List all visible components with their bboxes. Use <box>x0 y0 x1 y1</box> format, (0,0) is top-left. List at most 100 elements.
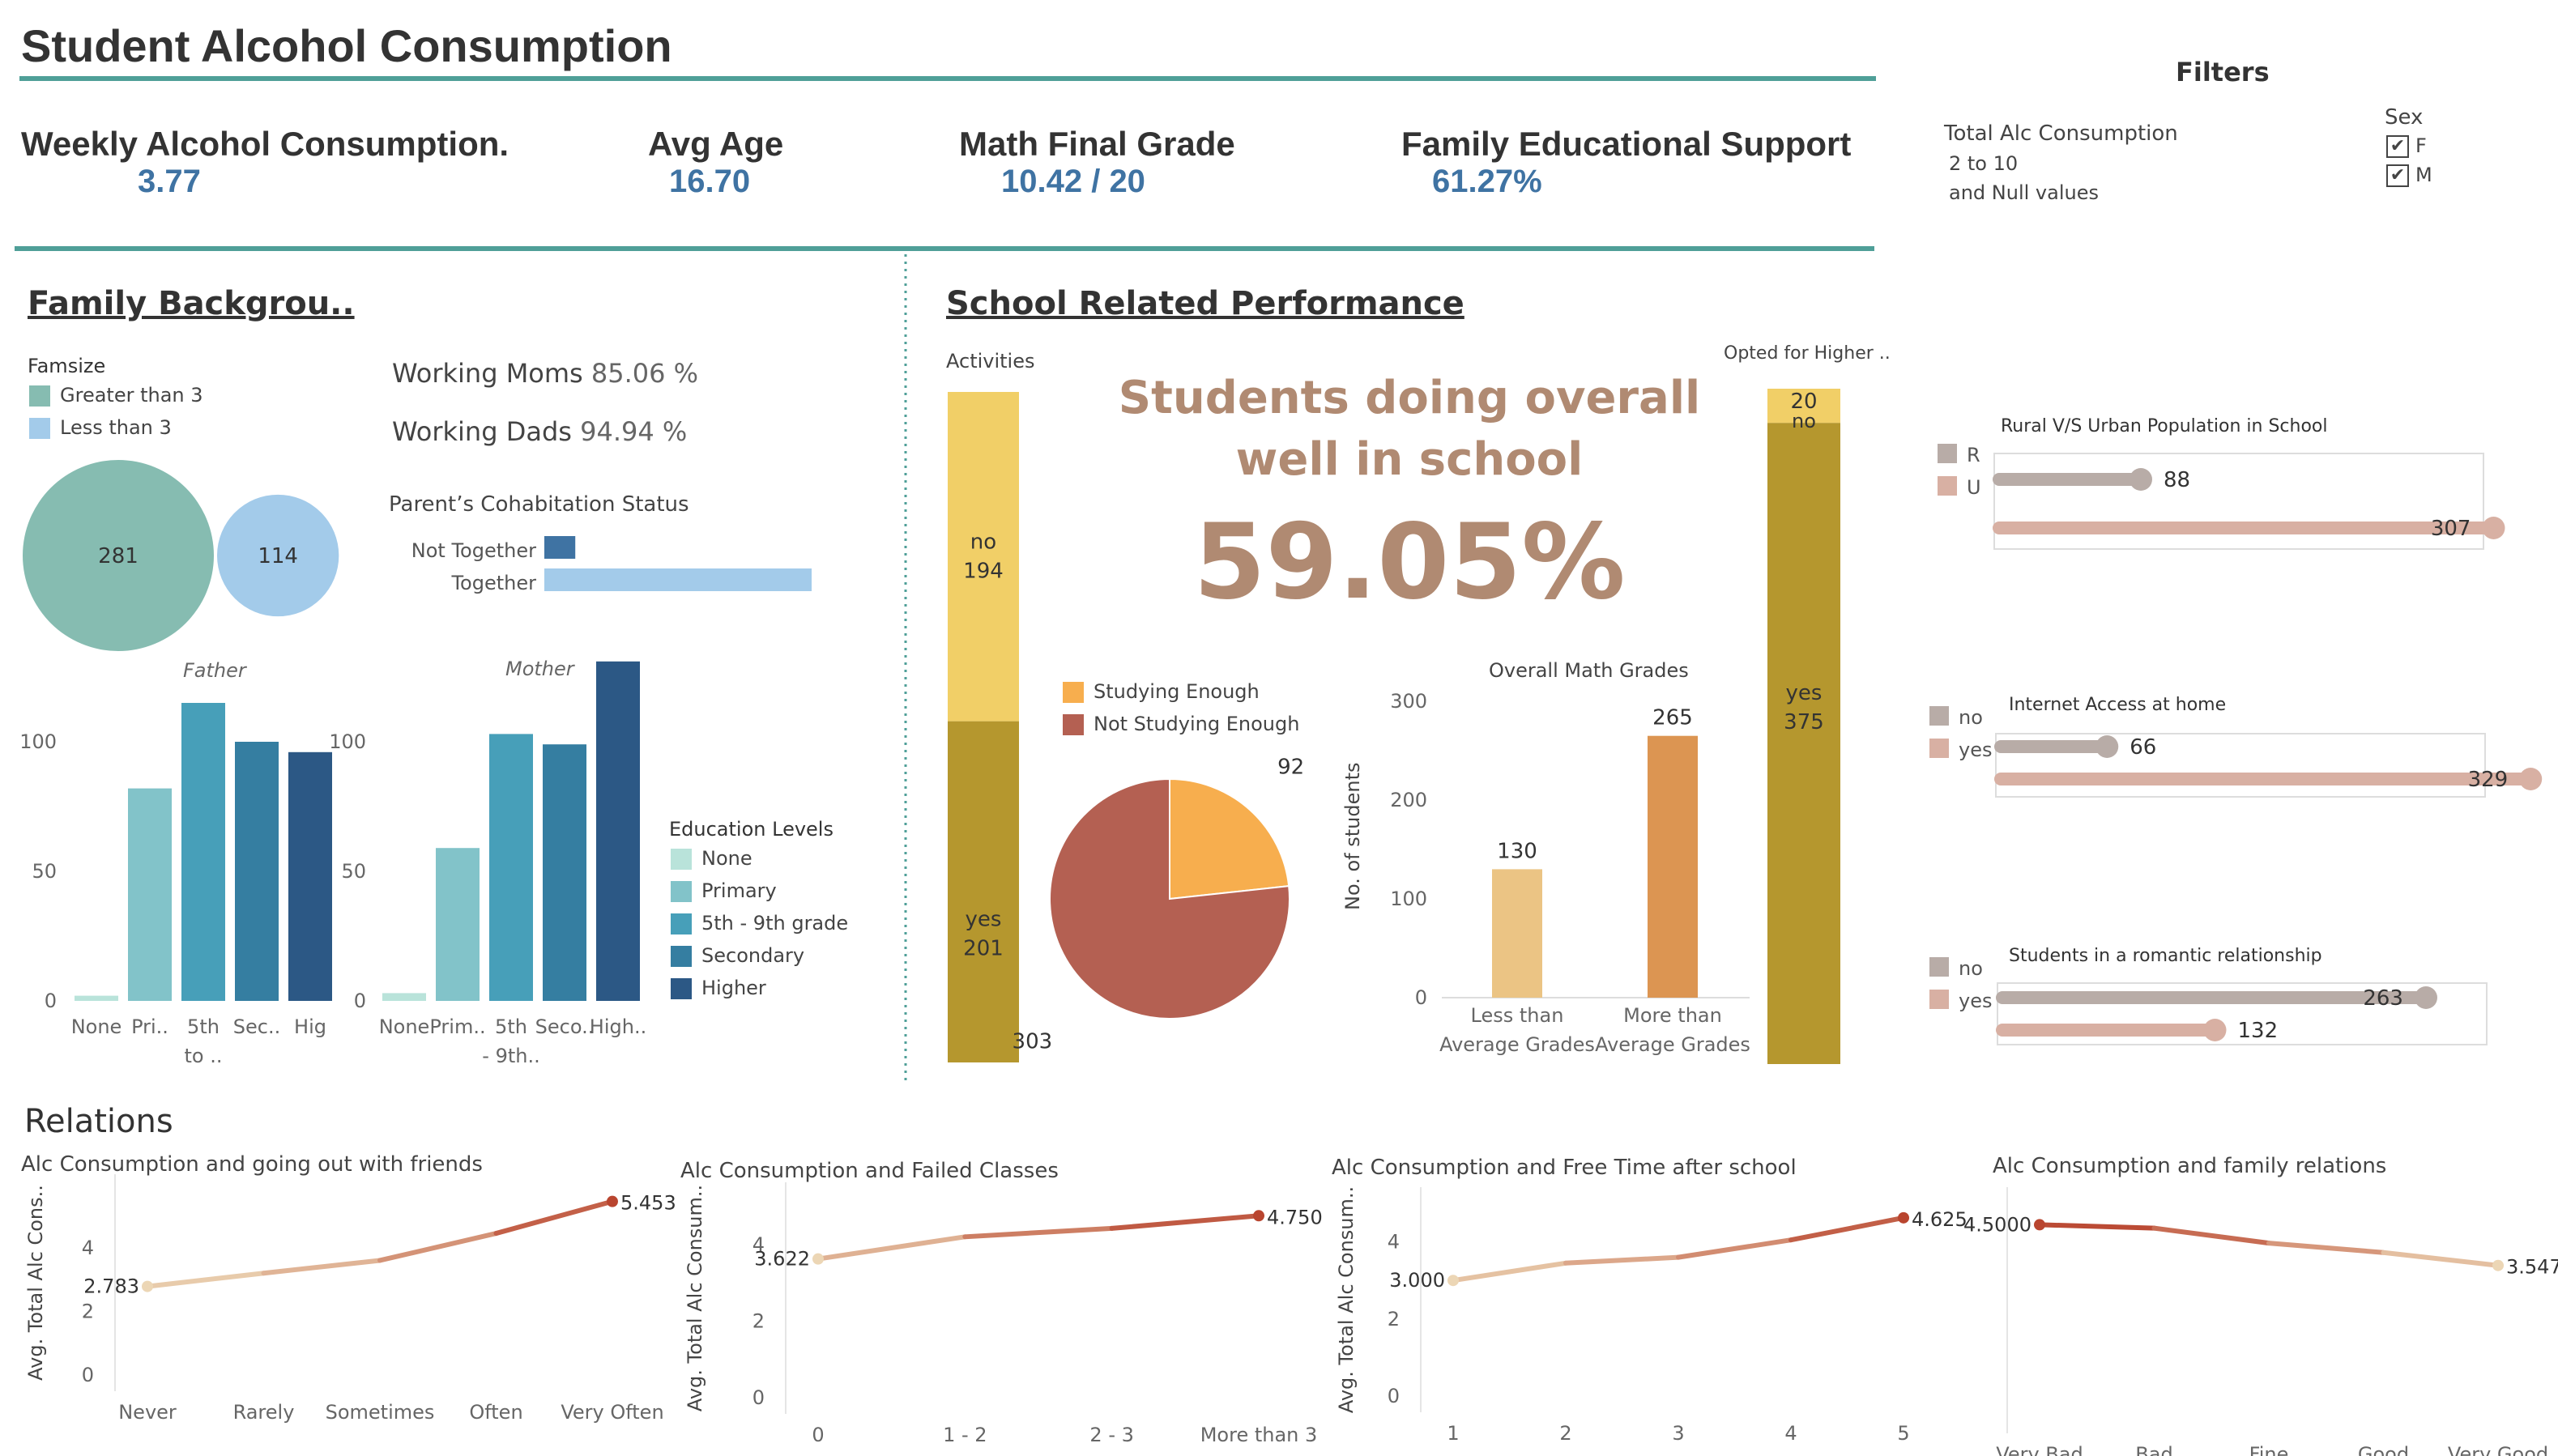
famsize-value-greater: 281 <box>98 544 139 568</box>
failures-ylabel: Avg. Total Alc Consum.. <box>684 1185 706 1411</box>
failures-ytick: 2 <box>752 1309 765 1332</box>
goout-end-label: 5.453 <box>620 1192 676 1215</box>
failures-end-point <box>1253 1210 1264 1222</box>
famsize-legend-greater: Greater than 3 <box>29 379 203 411</box>
mother-education-chart: 0 50 100 None Prim.. 5th - 9th.. Seco..High.. <box>329 661 646 1067</box>
working-dads: Working Dads 94.94 % <box>392 416 687 447</box>
romantic-title: Students in a romantic relationship <box>2009 946 2322 966</box>
internet-chart: no yes 66 329 <box>1929 706 2543 798</box>
freetime-segment <box>1676 1237 1793 1260</box>
mother-education-xtick: - 9th.. <box>482 1045 539 1067</box>
freetime-xtick: 5 <box>1897 1422 1909 1445</box>
kpi-math-grade-value: 10.42 / 20 <box>1001 164 1145 199</box>
higher-title: Opted for Higher .. <box>1724 343 1891 364</box>
rural-urban-legend-swatch <box>1938 476 1957 496</box>
activities-yes-label: yes <box>966 907 1002 931</box>
legend-swatch <box>671 849 692 870</box>
rural-urban-legend-text: R <box>1967 444 1980 466</box>
famsize-bubble-less <box>217 494 339 617</box>
father-education-xtick: to .. <box>185 1045 223 1067</box>
math-ytick: 300 <box>1390 690 1427 713</box>
activities-no-segment <box>948 392 1019 722</box>
legend-text: Less than 3 <box>60 416 172 439</box>
famrel-end-point <box>2492 1259 2504 1271</box>
pie-label-1: 303 <box>1013 1029 1053 1054</box>
rural-urban-dot-0 <box>2129 468 2152 491</box>
father-education-bar <box>128 788 172 1001</box>
filter-alc-label: Total Alc Consumption <box>1944 121 2178 146</box>
father-education-xtick: Sec.. <box>233 1015 280 1038</box>
freetime-ytick: 0 <box>1388 1385 1400 1407</box>
checkbox-f[interactable]: ✔ <box>2386 135 2409 158</box>
math-bar-0 <box>1492 869 1542 998</box>
father-education-chart: 0 50 100 None Pri.. 5th to .. Sec.. Hig <box>19 703 332 1067</box>
legend-text: 5th - 9th grade <box>701 912 849 934</box>
legend-text: Not Studying Enough <box>1094 713 1300 735</box>
internet-dot-1 <box>2519 768 2543 790</box>
math-ylabel: No. of students <box>1341 762 1364 910</box>
mother-education-ytick: 0 <box>354 990 366 1012</box>
kpi-avg-age-label: Avg Age <box>648 125 784 163</box>
legend-swatch <box>671 946 692 967</box>
cohab-bar-0 <box>544 536 576 559</box>
father-education-ytick: 50 <box>32 860 57 883</box>
legend-text: Greater than 3 <box>60 384 203 407</box>
mother-education-xtick: 5th <box>495 1015 527 1038</box>
failures-xtick: 1 - 2 <box>943 1424 987 1446</box>
famrel-end-label: 3.5472 <box>2506 1256 2558 1279</box>
famrel-xtick: Bad <box>2135 1443 2172 1456</box>
freetime-xtick: 2 <box>1559 1422 1571 1445</box>
mother-education-bar <box>436 848 480 1001</box>
failures-xtick: 0 <box>812 1424 824 1446</box>
goout-xtick: Very Often <box>561 1401 663 1424</box>
math-ytick: 100 <box>1390 888 1427 910</box>
romantic-value-1: 132 <box>2237 1019 2278 1043</box>
failures-xtick: More than 3 <box>1200 1424 1318 1446</box>
higher-yes-label: yes <box>1786 681 1823 705</box>
father-education-bar <box>288 751 332 1001</box>
rural-urban-frame <box>1993 453 2484 550</box>
famrel-start-point <box>2034 1219 2045 1231</box>
checkbox-m[interactable]: ✔ <box>2386 164 2409 187</box>
studying-pie-chart: 92 303 <box>1013 756 1305 1054</box>
pie-slice-1 <box>1049 777 1290 1020</box>
higher-no-label: no <box>1792 410 1816 432</box>
failures-segment <box>1109 1213 1261 1231</box>
internet-dot-0 <box>2095 735 2119 758</box>
rural-urban-value-1: 307 <box>2431 517 2471 541</box>
filter-sex-f[interactable]: ✔ F <box>2386 134 2427 158</box>
internet-legend-swatch <box>1929 706 1949 726</box>
math-xtick: Less than <box>1471 1004 1564 1027</box>
math-grades-chart: 0 100 200 300 130 Less than Average Grades 265 M… <box>1390 690 1750 1056</box>
goout-ytick: 2 <box>82 1300 94 1322</box>
famrel-segment <box>2151 1225 2271 1246</box>
math-ytick: 200 <box>1390 789 1427 811</box>
failures-segment <box>962 1225 1115 1240</box>
freetime-ytick: 4 <box>1388 1231 1400 1254</box>
freetime-start-label: 3.000 <box>1389 1269 1445 1292</box>
filter-alc-range[interactable]: 2 to 10 <box>1949 152 2019 175</box>
famrel-xtick: Very Bad <box>1996 1443 2083 1456</box>
cohab-label-1: Together <box>450 572 536 594</box>
freetime-title: Alc Consumption and Free Time after scho… <box>1332 1156 1797 1180</box>
father-education-xtick: 5th <box>187 1015 220 1038</box>
activities-yes-value: 201 <box>963 936 1004 960</box>
kpi-weekly-alc-value: 3.77 <box>138 164 201 199</box>
math-value-1: 265 <box>1652 706 1693 730</box>
pie-label-0: 92 <box>1277 756 1304 780</box>
cohabitation-chart: Not Together Together <box>411 536 812 594</box>
pie-slice-0 <box>1169 777 1290 900</box>
legend-swatch <box>1063 682 1084 703</box>
romantic-dot-1 <box>2203 1019 2227 1041</box>
rural-urban-dot-1 <box>2482 517 2505 539</box>
legend-swatch <box>671 881 692 902</box>
legend-text: None <box>701 847 752 870</box>
goout-ytick: 0 <box>82 1364 94 1386</box>
filter-sex-m[interactable]: ✔ M <box>2386 164 2432 187</box>
legend-swatch <box>1063 714 1084 735</box>
freetime-ytick: 2 <box>1388 1308 1400 1330</box>
edu-legend-higher: Higher <box>671 972 848 1004</box>
activities-no-label: no <box>970 530 996 554</box>
romantic-dot-0 <box>2414 986 2437 1009</box>
